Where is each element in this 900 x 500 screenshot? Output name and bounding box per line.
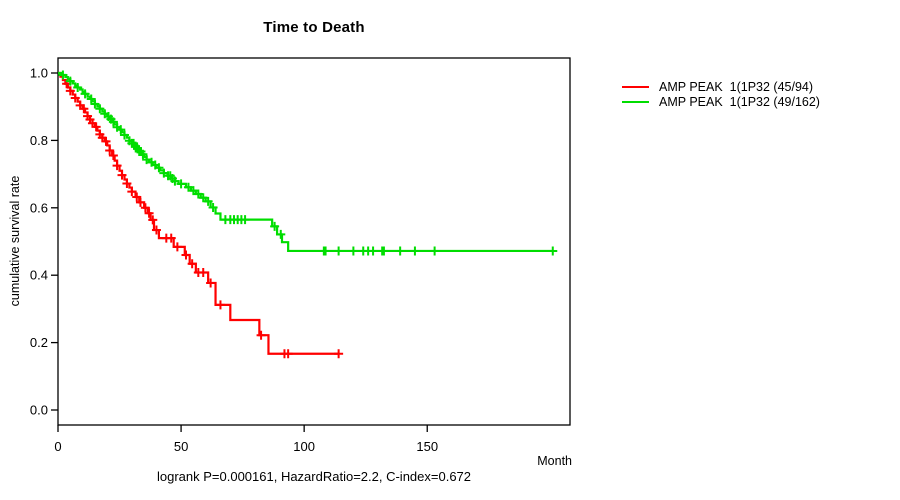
chart-title: Time to Death: [263, 19, 365, 36]
survival-curve-1: [58, 71, 553, 253]
x-axis-tick-label: 100: [293, 439, 315, 454]
y-axis-tick-label: 0.2: [30, 335, 48, 350]
x-axis-title: Month: [537, 454, 572, 468]
legend-label-red: AMP PEAK 1(1P32 (45/94): [659, 80, 814, 94]
y-axis-tick-label: 0.0: [30, 403, 48, 418]
y-axis-tick-label: 0.4: [30, 268, 48, 283]
x-axis-tick-label: 150: [416, 439, 438, 454]
y-axis-tick-label: 0.6: [30, 200, 48, 215]
censor-marks-0: [62, 79, 344, 359]
legend-item-green: AMP PEAK 1(1P32 (49/162): [622, 95, 820, 110]
legend-line-swatch-green: [622, 100, 649, 103]
legend-label-green: AMP PEAK 1(1P32 (49/162): [659, 94, 820, 109]
x-axis-tick-label: 0: [54, 439, 61, 454]
survival-curve-0: [58, 71, 339, 355]
plot-box: [57, 57, 571, 426]
legend: AMP PEAK 1(1P32 (45/94) AMP PEAK 1(1P32 …: [622, 80, 820, 109]
x-axis-tick-label: 50: [174, 439, 188, 454]
y-axis-tick-label: 0.8: [30, 133, 48, 148]
y-axis-tick-label: 1.0: [30, 66, 48, 81]
censor-marks-1: [58, 70, 558, 256]
stats-annotation: logrank P=0.000161, HazardRatio=2.2, C-i…: [156, 469, 472, 484]
legend-line-swatch-red: [622, 86, 649, 89]
legend-item-red: AMP PEAK 1(1P32 (45/94): [622, 80, 820, 95]
